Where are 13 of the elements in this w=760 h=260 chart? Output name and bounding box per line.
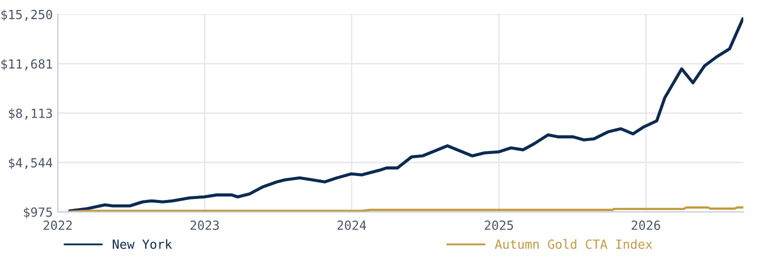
y-tick-label: $15,250 <box>1 10 52 21</box>
legend-label: New York <box>112 239 172 249</box>
y-tick-label: $11,681 <box>1 58 52 70</box>
y-tick-label: $4,544 <box>8 158 52 170</box>
y-tick-label: $975 <box>24 207 52 219</box>
x-tick-label: 2022 <box>44 220 72 230</box>
x-tick-label: 2026 <box>632 220 660 230</box>
x-tick-label: 2025 <box>484 220 513 230</box>
line-series <box>68 17 744 212</box>
x-tick-label: 2023 <box>190 220 219 230</box>
y-tick-label: $8,113 <box>8 108 52 120</box>
x-tick-label: 2024 <box>337 220 366 230</box>
legend-label: Autumn Gold CTA Index <box>494 239 652 249</box>
